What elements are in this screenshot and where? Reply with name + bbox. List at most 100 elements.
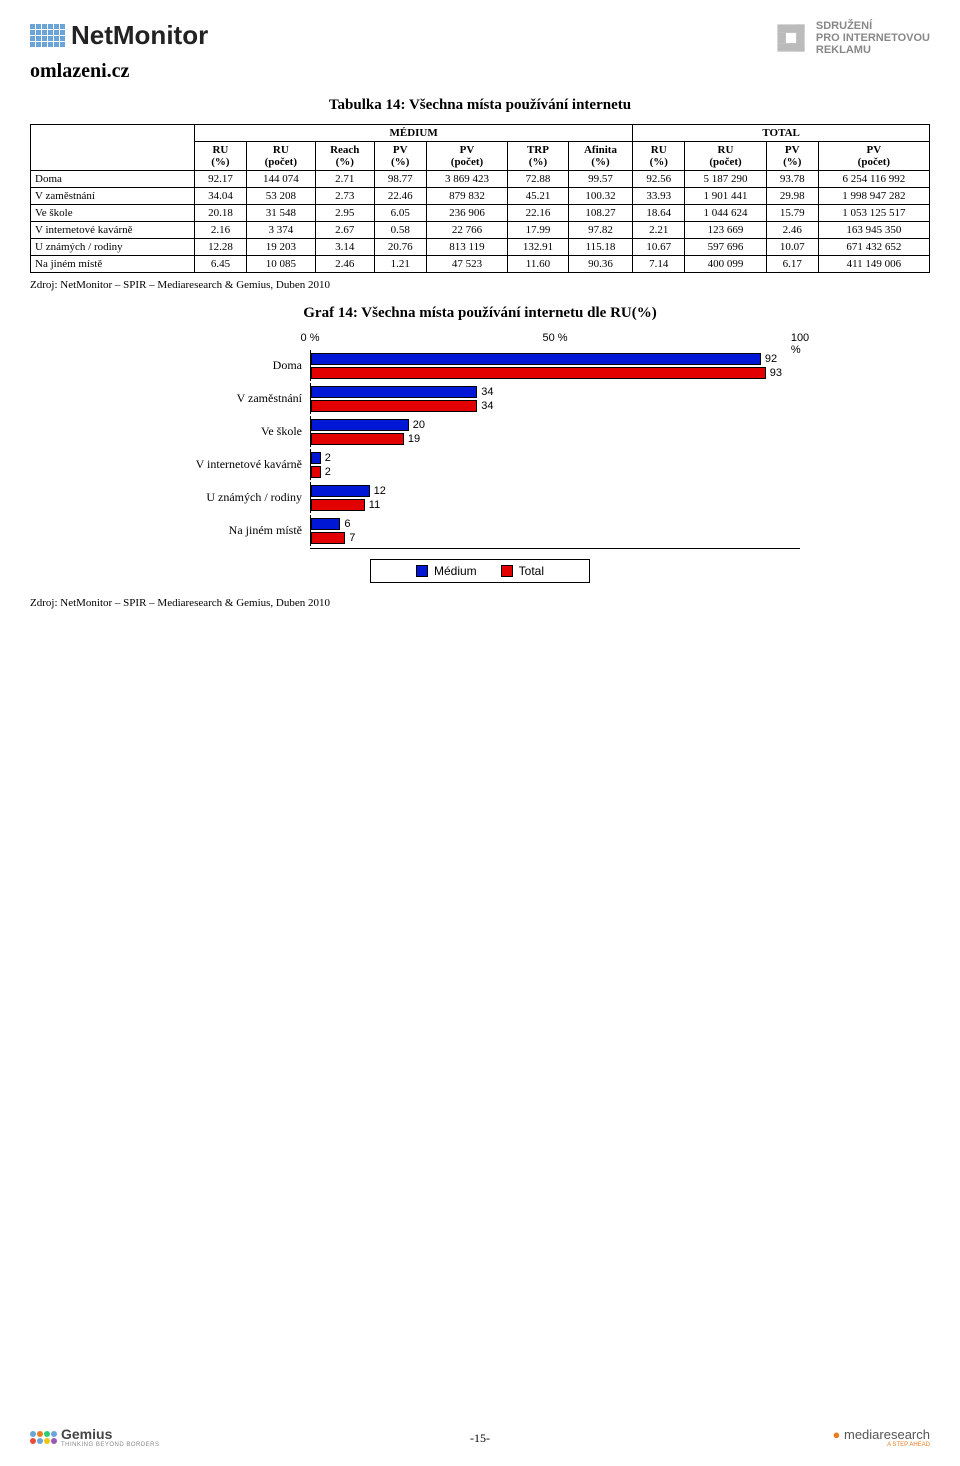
cell: 19 203 <box>246 239 315 256</box>
bar-value: 7 <box>349 532 355 544</box>
cell: 6.05 <box>374 205 426 222</box>
cell: 10 085 <box>246 256 315 273</box>
bar-category-label: Doma <box>160 358 310 373</box>
cell: 93.78 <box>766 171 818 188</box>
cell: 144 074 <box>246 171 315 188</box>
cell: 53 208 <box>246 188 315 205</box>
cell: 879 832 <box>426 188 508 205</box>
bar-value: 19 <box>408 433 420 445</box>
cell: 411 149 006 <box>818 256 929 273</box>
bar-category-label: V zaměstnání <box>160 391 310 406</box>
cell: 2.46 <box>315 256 374 273</box>
cell: 236 906 <box>426 205 508 222</box>
bar <box>311 419 409 431</box>
cell: 400 099 <box>685 256 767 273</box>
bar-value: 20 <box>413 419 425 431</box>
bar <box>311 485 370 497</box>
column-header: RU(počet) <box>246 142 315 171</box>
cell: 1.21 <box>374 256 426 273</box>
column-header: PV(%) <box>374 142 426 171</box>
cell: 2.95 <box>315 205 374 222</box>
cell: 34.04 <box>194 188 246 205</box>
cell: 0.58 <box>374 222 426 239</box>
bar-value: 93 <box>770 367 782 379</box>
site-title: omlazeni.cz <box>30 60 930 83</box>
cell: 115.18 <box>568 239 633 256</box>
bar-value: 12 <box>374 485 386 497</box>
column-header: RU(%) <box>194 142 246 171</box>
bar <box>311 499 365 511</box>
table-row: Ve škole20.1831 5482.956.05236 90622.161… <box>31 205 930 222</box>
table-row: Na jiném místě6.4510 0852.461.2147 52311… <box>31 256 930 273</box>
brand-name: NetMonitor <box>71 20 208 51</box>
cell: 72.88 <box>508 171 568 188</box>
cell: 47 523 <box>426 256 508 273</box>
cell: 5 187 290 <box>685 171 767 188</box>
column-header: PV(%) <box>766 142 818 171</box>
legend-swatch-total <box>501 565 513 577</box>
cell: 45.21 <box>508 188 568 205</box>
cell: 20.18 <box>194 205 246 222</box>
bar-value: 92 <box>765 353 777 365</box>
cell: 3.14 <box>315 239 374 256</box>
table-row: V zaměstnání34.0453 2082.7322.46879 8324… <box>31 188 930 205</box>
cell: 3 374 <box>246 222 315 239</box>
cell: 22 766 <box>426 222 508 239</box>
cell: 18.64 <box>633 205 685 222</box>
cell: 813 119 <box>426 239 508 256</box>
cell: 11.60 <box>508 256 568 273</box>
cell: 1 901 441 <box>685 188 767 205</box>
cell: 17.99 <box>508 222 568 239</box>
bar-value: 2 <box>325 466 331 478</box>
cell: 10.67 <box>633 239 685 256</box>
bar-category-label: Na jiném místě <box>160 523 310 538</box>
legend-item-medium: Médium <box>416 564 477 578</box>
bar-group: U známých / rodiny1211 <box>160 482 800 513</box>
source-line-2: Zdroj: NetMonitor – SPIR – Mediaresearch… <box>30 597 930 609</box>
header: NetMonitor SDRUŽENÍ PRO INTERNETOVOU REK… <box>30 20 930 56</box>
bar <box>311 518 340 530</box>
cell: 2.71 <box>315 171 374 188</box>
cell: 6.17 <box>766 256 818 273</box>
netmonitor-icon <box>30 24 65 47</box>
cell: 22.46 <box>374 188 426 205</box>
cell: 2.21 <box>633 222 685 239</box>
bar-value: 34 <box>481 400 493 412</box>
cell: 671 432 652 <box>818 239 929 256</box>
bar-group: Doma 92 93 <box>160 350 800 381</box>
cell: 123 669 <box>685 222 767 239</box>
cell: 98.77 <box>374 171 426 188</box>
x-axis: 0 % 50 % 100 % <box>310 332 800 348</box>
cell: 29.98 <box>766 188 818 205</box>
cell: 6 254 116 992 <box>818 171 929 188</box>
cell: 3 869 423 <box>426 171 508 188</box>
logo-spir: SDRUŽENÍ PRO INTERNETOVOU REKLAMU <box>774 20 930 56</box>
bar <box>311 532 345 544</box>
cell: 22.16 <box>508 205 568 222</box>
column-header: PV(počet) <box>426 142 508 171</box>
bar <box>311 433 404 445</box>
bar-value: 34 <box>481 386 493 398</box>
cell: 99.57 <box>568 171 633 188</box>
spir-icon <box>774 21 808 55</box>
bar-category-label: U známých / rodiny <box>160 490 310 505</box>
column-header: Reach(%) <box>315 142 374 171</box>
legend-item-total: Total <box>501 564 544 578</box>
group-header-medium: MÉDIUM <box>194 125 632 142</box>
bar <box>311 400 477 412</box>
table-row: Doma92.17144 0742.7198.773 869 42372.889… <box>31 171 930 188</box>
table-corner <box>31 125 195 171</box>
cell: 108.27 <box>568 205 633 222</box>
page-number: -15- <box>0 1431 960 1446</box>
cell: 12.28 <box>194 239 246 256</box>
row-label: Doma <box>31 171 195 188</box>
column-header: TRP(%) <box>508 142 568 171</box>
bar <box>311 353 761 365</box>
row-label: V internetové kavárně <box>31 222 195 239</box>
column-header: Afinita(%) <box>568 142 633 171</box>
row-label: V zaměstnání <box>31 188 195 205</box>
bar-value: 6 <box>344 518 350 530</box>
bar <box>311 367 766 379</box>
cell: 100.32 <box>568 188 633 205</box>
cell: 97.82 <box>568 222 633 239</box>
